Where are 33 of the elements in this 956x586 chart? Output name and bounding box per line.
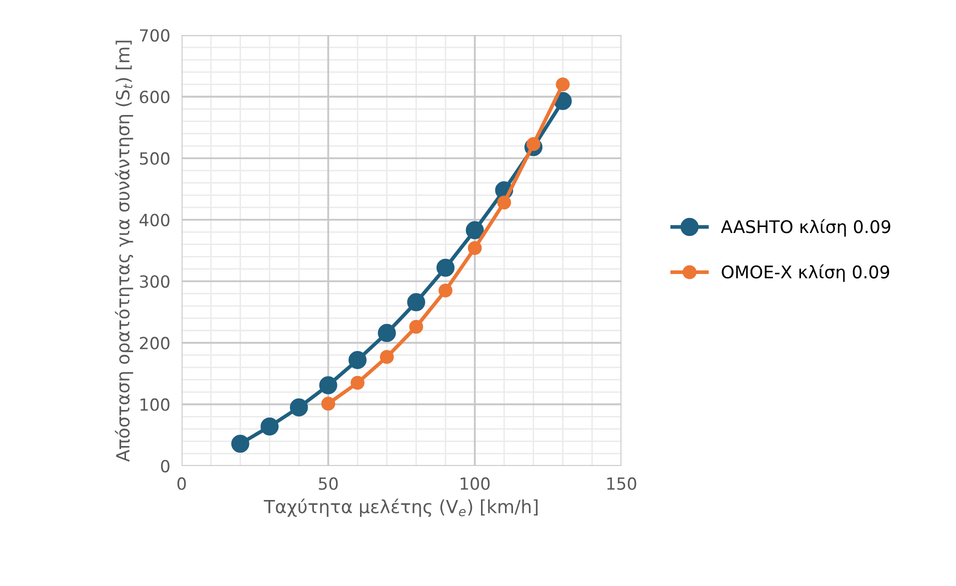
legend-label: ΟΜΟΕ-Χ κλίση 0.09 <box>722 264 890 282</box>
point <box>407 293 426 312</box>
point <box>319 376 338 394</box>
point <box>321 396 336 411</box>
point <box>436 258 455 277</box>
x-tick-label: 50 <box>318 477 338 490</box>
point <box>409 320 424 334</box>
x-tick-label: 0 <box>177 477 186 490</box>
point <box>290 398 308 416</box>
point <box>348 351 367 370</box>
point <box>380 350 394 364</box>
point <box>438 284 452 298</box>
x-axis-title: Ταχύτητα μελέτης (V$_{e}$) [km/h] <box>264 498 538 517</box>
x-tick-label: 150 <box>607 477 636 490</box>
y-tick-label: 600 <box>140 90 170 104</box>
y-tick-label: 0 <box>161 460 170 472</box>
y-tick-label: 300 <box>140 275 170 288</box>
point <box>350 376 364 390</box>
y-tick-label: 100 <box>140 398 170 411</box>
y-tick-label: 200 <box>140 336 170 350</box>
y-axis-title: Απόσταση ορατότητας για συνάντηση (S$_{t}$) [m] <box>114 40 134 462</box>
point <box>466 221 484 240</box>
point <box>260 417 279 436</box>
y-tick-label: 400 <box>140 214 170 226</box>
point <box>468 241 482 255</box>
x-tick-label: 100 <box>460 477 490 490</box>
y-tick-label: 500 <box>140 152 170 165</box>
y-tick-label: 700 <box>140 29 170 42</box>
point <box>497 196 512 210</box>
point <box>556 77 570 92</box>
legend-label: AASHTO κλίση 0.09 <box>720 219 890 237</box>
point <box>378 324 396 342</box>
point <box>231 434 250 453</box>
